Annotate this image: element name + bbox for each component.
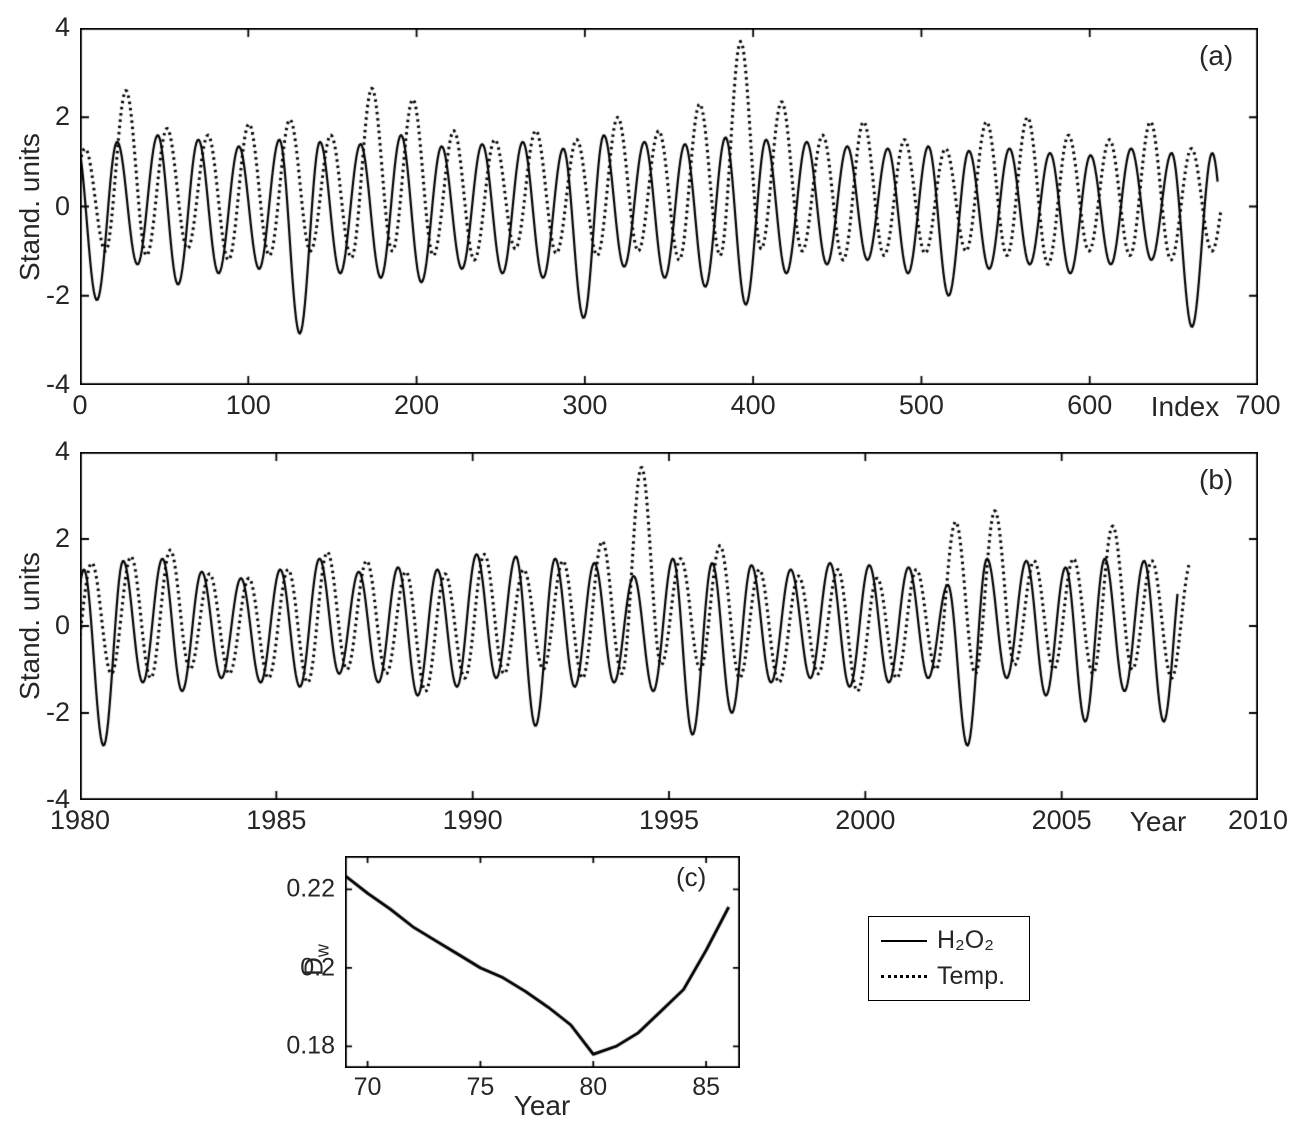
panel-c-letter: (c) bbox=[676, 862, 707, 892]
panel-c-y-tick-label: 0.22 bbox=[286, 874, 335, 903]
panel-a-ylabel: Stand. units bbox=[14, 133, 45, 281]
panel-b-canvas bbox=[80, 452, 1258, 800]
panel-a-y-tick-label: 2 bbox=[54, 101, 70, 132]
panel-c-canvas bbox=[345, 856, 740, 1068]
panel-b-x-tick-label: 1985 bbox=[246, 805, 307, 835]
panel-b-y-tick-label: -2 bbox=[45, 697, 70, 728]
panel-b-xlabel: Year bbox=[1129, 806, 1187, 837]
solid-line-sample bbox=[881, 939, 927, 942]
panel-a-canvas bbox=[80, 28, 1258, 385]
panel-a-x-tick-label: 200 bbox=[394, 390, 440, 420]
panel-b-y-tick-label: 4 bbox=[54, 436, 70, 467]
panel-c-x-tick-label: 75 bbox=[466, 1073, 495, 1101]
panel-a-x-tick-label: 300 bbox=[562, 390, 608, 420]
panel-c-y-tick-label: 0.18 bbox=[286, 1031, 335, 1060]
panel-b-y-tick-label: 2 bbox=[54, 523, 70, 554]
panel-b-x-tick-label: 1995 bbox=[638, 805, 700, 835]
panel-b-ylabel: Stand. units bbox=[14, 552, 45, 700]
panel-a-letter: (a) bbox=[1199, 40, 1234, 71]
panel-c-y-tick-label: 0.2 bbox=[300, 953, 335, 982]
panel-b-x-tick-label: 2000 bbox=[835, 805, 896, 835]
panel-a-x-tick-label: 400 bbox=[730, 390, 776, 420]
panel-c-xlabel: Year bbox=[513, 1090, 571, 1121]
panel-a-x-tick-label: 600 bbox=[1067, 390, 1113, 420]
panel-a-xlabel: Index bbox=[1150, 391, 1220, 422]
panel-c-x-tick-label: 85 bbox=[692, 1073, 721, 1101]
legend-entry-temp: Temp. bbox=[881, 962, 1029, 991]
panel-a-x-tick-label: 0 bbox=[72, 390, 88, 420]
panel-a-x-tick-label: 100 bbox=[225, 390, 271, 420]
panel-b-x-tick-label: 1990 bbox=[442, 805, 503, 835]
legend-label-temp: Temp. bbox=[937, 962, 1006, 990]
panel-b-x-tick-label: 1980 bbox=[49, 805, 111, 835]
panel-b-letter: (b) bbox=[1199, 464, 1234, 495]
panel-a-y-tick-label: -2 bbox=[45, 279, 70, 310]
legend-entry-h2o2: H₂O₂ bbox=[881, 926, 1029, 955]
legend: H₂O₂ Temp. bbox=[868, 916, 1030, 1001]
panel-c-x-tick-label: 80 bbox=[579, 1073, 608, 1101]
panel-a-y-tick-label: 4 bbox=[54, 12, 70, 43]
panel-a-x-tick-label: 700 bbox=[1235, 390, 1281, 420]
dotted-line-sample bbox=[881, 975, 927, 978]
panel-b-x-tick-label: 2005 bbox=[1031, 805, 1092, 835]
panel-a-x-tick-label: 500 bbox=[898, 390, 944, 420]
legend-label-h2o2: H₂O₂ bbox=[937, 926, 994, 954]
panel-b-x-tick-label: 2010 bbox=[1227, 805, 1289, 835]
panel-c-x-tick-label: 70 bbox=[353, 1073, 382, 1101]
panel-a-y-tick-label: 0 bbox=[54, 190, 70, 221]
panel-b-y-tick-label: -4 bbox=[45, 784, 70, 815]
panel-b-y-tick-label: 0 bbox=[54, 610, 70, 641]
panel-a-y-tick-label: -4 bbox=[45, 369, 70, 400]
